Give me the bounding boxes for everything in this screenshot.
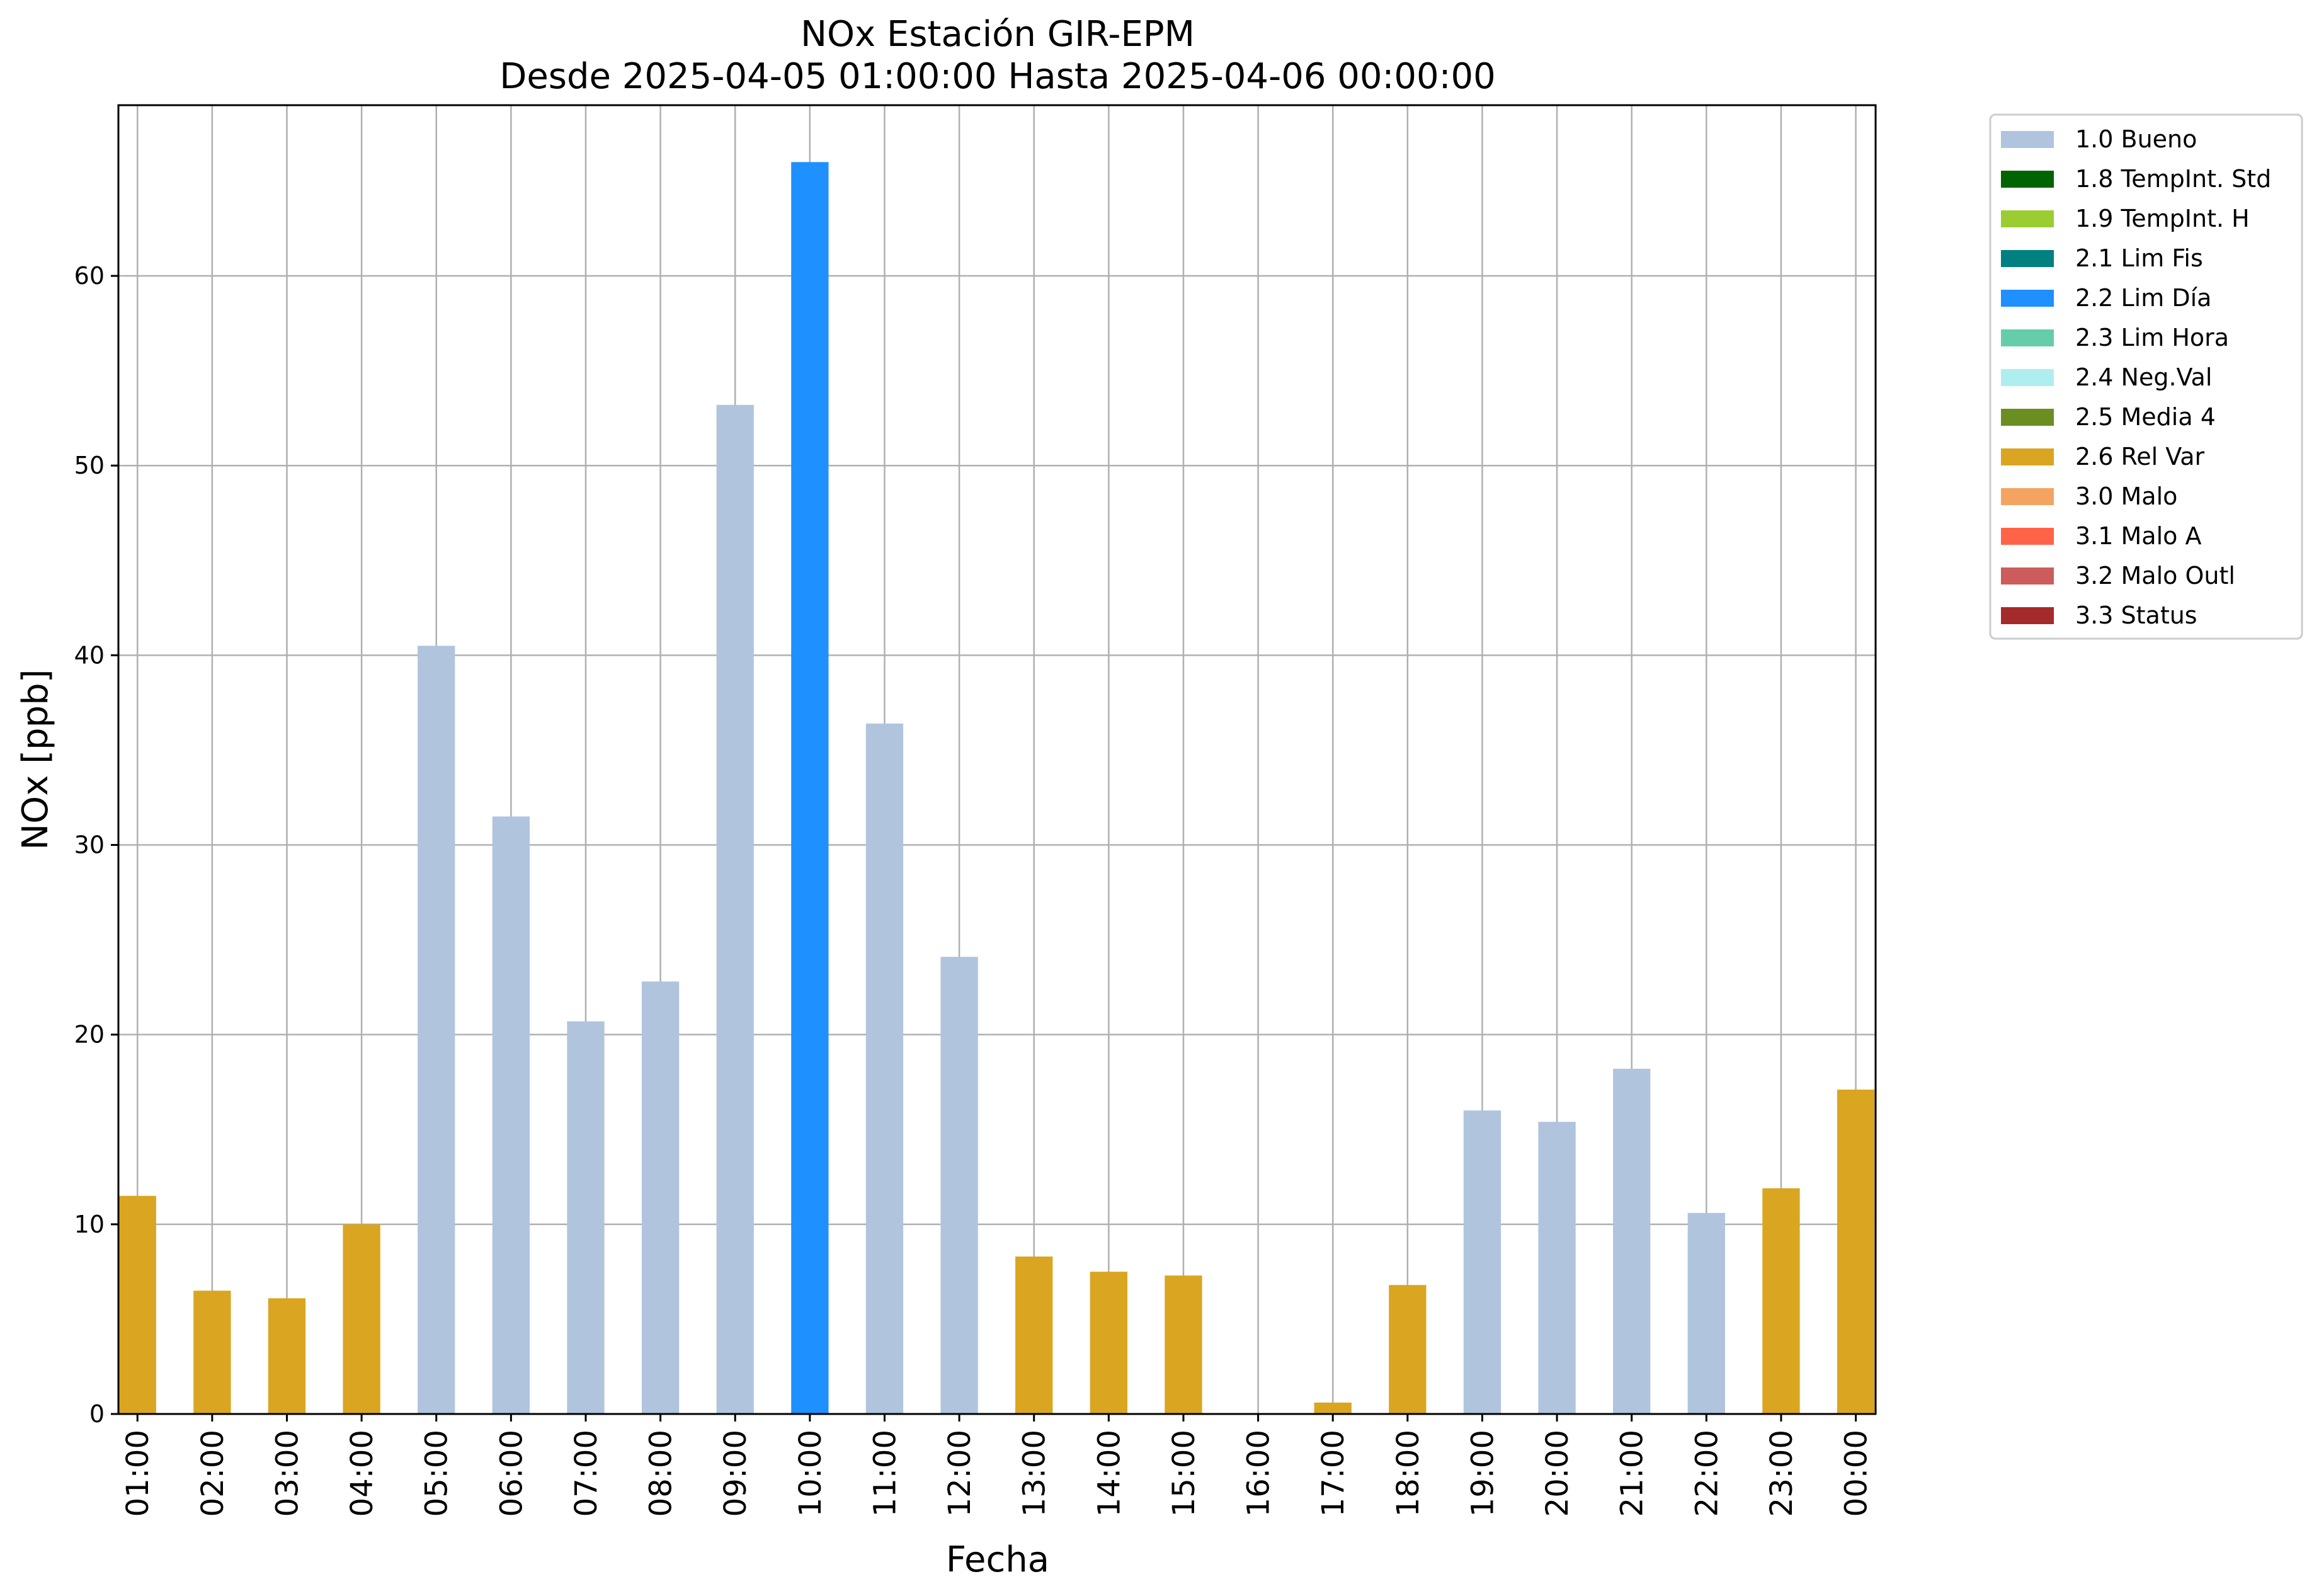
legend-swatch	[2001, 369, 2054, 386]
x-tick-label: 08:00	[644, 1430, 679, 1517]
bars	[118, 162, 1875, 1414]
legend-label: 1.0 Bueno	[2075, 125, 2197, 153]
legend-label: 3.2 Malo Outl	[2075, 562, 2235, 590]
x-tick-label: 02:00	[195, 1430, 231, 1517]
x-tick-label: 23:00	[1764, 1430, 1799, 1517]
legend-entries: 1.0 Bueno 1.8 TempInt. Std 1.9 TempInt. H 2…	[2001, 125, 2271, 629]
y-axis-label: NOx [ppb]	[15, 669, 56, 850]
x-tick-label: 15:00	[1166, 1430, 1202, 1517]
bar-1100	[865, 723, 904, 1414]
bar-0400	[343, 1224, 380, 1414]
x-tick-label: 13:00	[1017, 1430, 1052, 1517]
legend-label: 1.8 TempInt. Std	[2075, 165, 2271, 193]
legend-swatch	[2001, 409, 2054, 426]
bar-0500	[418, 646, 455, 1414]
x-tick-label: 17:00	[1316, 1430, 1351, 1517]
bar-2300	[1762, 1188, 1800, 1414]
bar-2200	[1687, 1212, 1725, 1414]
y-tick-label: 10	[74, 1211, 105, 1238]
legend-label: 3.1 Malo A	[2075, 522, 2201, 550]
x-tick-label: 19:00	[1465, 1430, 1500, 1517]
bar-1400	[1090, 1272, 1127, 1414]
bar-0000	[1837, 1090, 1875, 1414]
x-tick-label: 07:00	[569, 1430, 604, 1517]
legend-label: 2.5 Media 4	[2075, 403, 2216, 431]
x-tick-label: 21:00	[1615, 1430, 1650, 1517]
legend-swatch	[2001, 171, 2054, 188]
y-tick-label: 60	[74, 262, 105, 290]
x-tick-label: 12:00	[942, 1430, 977, 1517]
x-tick-label: 00:00	[1839, 1430, 1874, 1517]
legend-label: 2.1 Lim Fis	[2075, 244, 2203, 272]
x-tick-label: 09:00	[718, 1430, 753, 1517]
legend-swatch	[2001, 448, 2054, 465]
y-axis: 0 10 20 30 40 50 60	[74, 262, 118, 1428]
legend-label: 2.3 Lim Hora	[2075, 324, 2229, 351]
legend-swatch	[2001, 488, 2054, 505]
legend-swatch	[2001, 290, 2054, 307]
legend-swatch	[2001, 607, 2054, 624]
legend: 1.0 Bueno 1.8 TempInt. Std 1.9 TempInt. H 2…	[1989, 113, 2303, 640]
legend-label: 1.9 TempInt. H	[2075, 205, 2250, 232]
bar-0600	[492, 816, 530, 1414]
legend-label: 3.0 Malo	[2075, 482, 2177, 510]
bar-1300	[1015, 1257, 1053, 1414]
bar-0100	[118, 1195, 156, 1414]
plot-frame	[117, 104, 1877, 1415]
legend-box	[1989, 113, 2303, 640]
legend-label: 2.6 Rel Var	[2075, 443, 2205, 470]
bar-1700	[1314, 1402, 1352, 1414]
x-tick-label: 01:00	[120, 1430, 156, 1517]
x-tick-label: 03:00	[270, 1430, 305, 1517]
x-axis-label: Fecha	[946, 1539, 1049, 1580]
chart-subtitle: Desde 2025-04-05 01:00:00 Hasta 2025-04-…	[499, 56, 1496, 97]
bar-1500	[1165, 1275, 1202, 1414]
x-axis: 01:00 02:00 03:00 04:00 05:00 06:00 07:00 08:00…	[120, 1414, 1874, 1517]
x-tick-label: 16:00	[1241, 1430, 1277, 1517]
bar-2000	[1538, 1122, 1576, 1414]
legend-label: 3.3 Status	[2075, 601, 2197, 629]
y-tick-label: 30	[74, 831, 105, 859]
legend-swatch	[2001, 210, 2054, 227]
legend-label: 2.4 Neg.Val	[2075, 363, 2212, 391]
bar-0300	[268, 1298, 306, 1414]
x-tick-label: 14:00	[1091, 1430, 1127, 1517]
chart-title: NOx Estación GIR-EPM	[801, 14, 1195, 55]
bar-0900	[716, 404, 754, 1414]
bar-0800	[641, 981, 680, 1414]
x-tick-label: 05:00	[419, 1430, 455, 1517]
bar-0700	[567, 1021, 605, 1414]
y-tick-label: 40	[74, 641, 105, 669]
legend-swatch	[2001, 528, 2054, 545]
x-tick-label: 18:00	[1391, 1430, 1426, 1517]
bar-1200	[940, 957, 978, 1414]
y-tick-label: 0	[89, 1400, 105, 1428]
x-tick-label: 20:00	[1540, 1430, 1575, 1517]
legend-swatch	[2001, 329, 2054, 346]
bar-1900	[1463, 1110, 1501, 1414]
x-tick-label: 04:00	[345, 1430, 380, 1517]
legend-swatch	[2001, 131, 2054, 148]
legend-swatch	[2001, 567, 2054, 584]
bar-0200	[193, 1291, 231, 1414]
x-tick-label: 06:00	[494, 1430, 529, 1517]
bar-1000	[791, 162, 829, 1414]
y-tick-label: 50	[74, 452, 105, 479]
x-tick-label: 10:00	[793, 1430, 828, 1517]
bar-1800	[1389, 1285, 1427, 1414]
x-tick-label: 22:00	[1689, 1430, 1724, 1517]
bar-2100	[1613, 1068, 1651, 1414]
x-tick-label: 11:00	[867, 1430, 903, 1517]
legend-swatch	[2001, 250, 2054, 267]
legend-label: 2.2 Lim Día	[2075, 284, 2211, 312]
y-tick-label: 20	[74, 1021, 105, 1049]
